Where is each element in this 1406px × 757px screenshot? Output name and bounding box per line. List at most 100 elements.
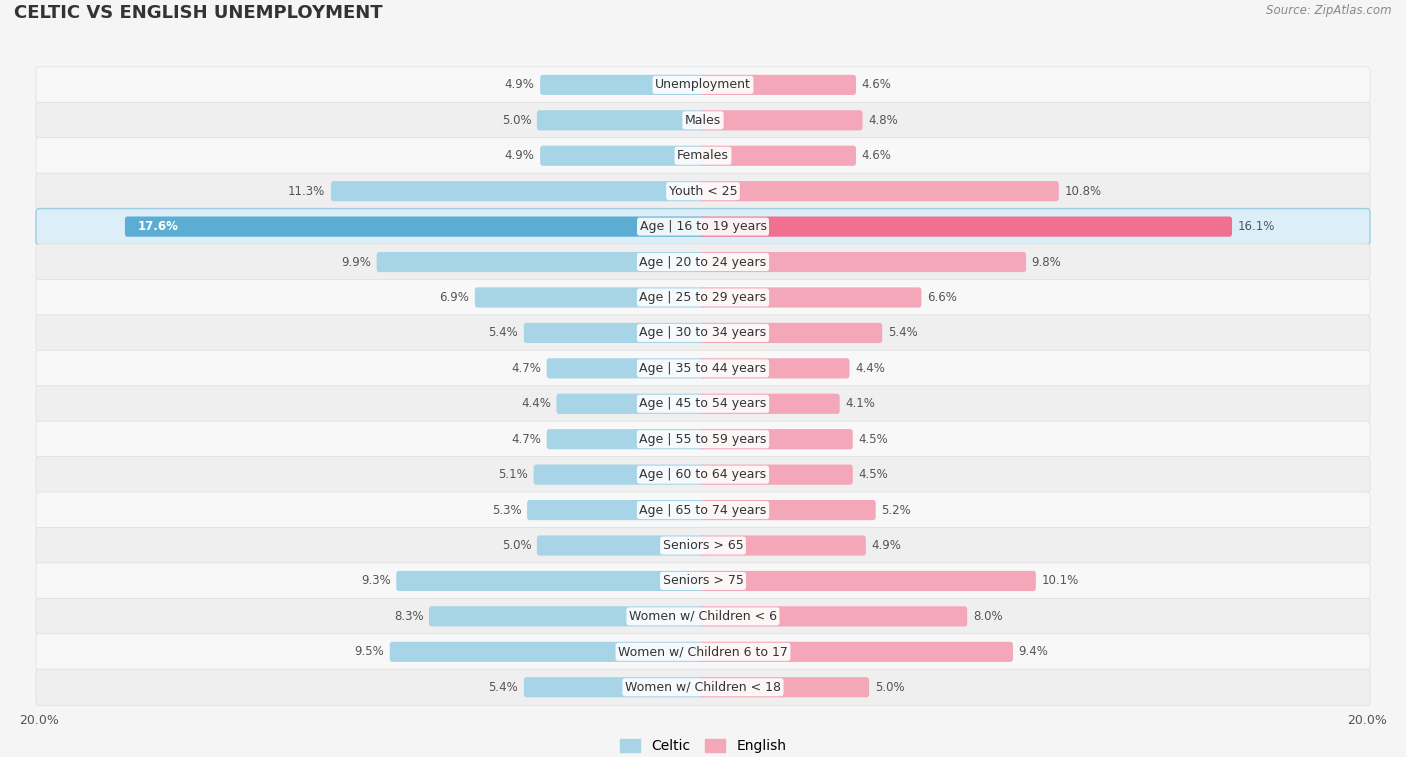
FancyBboxPatch shape bbox=[37, 386, 1369, 422]
Text: CELTIC VS ENGLISH UNEMPLOYMENT: CELTIC VS ENGLISH UNEMPLOYMENT bbox=[14, 4, 382, 22]
FancyBboxPatch shape bbox=[700, 678, 869, 697]
FancyBboxPatch shape bbox=[700, 111, 862, 130]
FancyBboxPatch shape bbox=[700, 465, 853, 484]
Text: 9.4%: 9.4% bbox=[1018, 645, 1049, 659]
Text: Males: Males bbox=[685, 114, 721, 127]
Text: 4.9%: 4.9% bbox=[872, 539, 901, 552]
Text: 4.7%: 4.7% bbox=[512, 433, 541, 446]
FancyBboxPatch shape bbox=[540, 145, 706, 166]
Text: 11.3%: 11.3% bbox=[288, 185, 325, 198]
Text: 6.6%: 6.6% bbox=[927, 291, 957, 304]
FancyBboxPatch shape bbox=[37, 102, 1369, 139]
Text: 5.4%: 5.4% bbox=[488, 326, 519, 339]
Text: 20.0%: 20.0% bbox=[20, 714, 59, 727]
Text: 10.1%: 10.1% bbox=[1042, 575, 1078, 587]
Text: 5.3%: 5.3% bbox=[492, 503, 522, 516]
Text: 9.5%: 9.5% bbox=[354, 645, 384, 659]
FancyBboxPatch shape bbox=[700, 181, 1059, 201]
Text: 5.1%: 5.1% bbox=[498, 468, 529, 481]
Text: Age | 16 to 19 years: Age | 16 to 19 years bbox=[640, 220, 766, 233]
Text: 4.9%: 4.9% bbox=[505, 79, 534, 92]
FancyBboxPatch shape bbox=[547, 429, 706, 450]
Legend: Celtic, English: Celtic, English bbox=[614, 734, 792, 757]
FancyBboxPatch shape bbox=[37, 208, 1369, 245]
FancyBboxPatch shape bbox=[389, 642, 706, 662]
FancyBboxPatch shape bbox=[37, 528, 1369, 564]
FancyBboxPatch shape bbox=[37, 350, 1369, 386]
Text: Women w/ Children 6 to 17: Women w/ Children 6 to 17 bbox=[619, 645, 787, 659]
FancyBboxPatch shape bbox=[330, 181, 706, 201]
FancyBboxPatch shape bbox=[37, 563, 1369, 599]
FancyBboxPatch shape bbox=[700, 217, 1232, 237]
Text: 9.9%: 9.9% bbox=[342, 256, 371, 269]
FancyBboxPatch shape bbox=[534, 465, 706, 484]
FancyBboxPatch shape bbox=[700, 642, 1012, 662]
FancyBboxPatch shape bbox=[537, 111, 706, 130]
FancyBboxPatch shape bbox=[475, 288, 706, 307]
Text: 17.6%: 17.6% bbox=[138, 220, 179, 233]
Text: Seniors > 65: Seniors > 65 bbox=[662, 539, 744, 552]
Text: Seniors > 75: Seniors > 75 bbox=[662, 575, 744, 587]
Text: Women w/ Children < 18: Women w/ Children < 18 bbox=[626, 681, 780, 693]
FancyBboxPatch shape bbox=[700, 535, 866, 556]
FancyBboxPatch shape bbox=[377, 252, 706, 273]
Text: Age | 60 to 64 years: Age | 60 to 64 years bbox=[640, 468, 766, 481]
Text: Age | 30 to 34 years: Age | 30 to 34 years bbox=[640, 326, 766, 339]
FancyBboxPatch shape bbox=[429, 606, 706, 627]
FancyBboxPatch shape bbox=[527, 500, 706, 520]
FancyBboxPatch shape bbox=[37, 138, 1369, 174]
FancyBboxPatch shape bbox=[540, 75, 706, 95]
FancyBboxPatch shape bbox=[700, 571, 1036, 591]
FancyBboxPatch shape bbox=[37, 421, 1369, 457]
Text: Females: Females bbox=[678, 149, 728, 162]
Text: 8.3%: 8.3% bbox=[394, 610, 423, 623]
FancyBboxPatch shape bbox=[37, 492, 1369, 528]
Text: 20.0%: 20.0% bbox=[1347, 714, 1386, 727]
Text: 4.5%: 4.5% bbox=[858, 433, 889, 446]
FancyBboxPatch shape bbox=[700, 252, 1026, 273]
FancyBboxPatch shape bbox=[37, 67, 1369, 103]
Text: Age | 20 to 24 years: Age | 20 to 24 years bbox=[640, 256, 766, 269]
Text: 4.6%: 4.6% bbox=[862, 79, 891, 92]
Text: Age | 45 to 54 years: Age | 45 to 54 years bbox=[640, 397, 766, 410]
FancyBboxPatch shape bbox=[37, 634, 1369, 670]
FancyBboxPatch shape bbox=[700, 358, 849, 378]
FancyBboxPatch shape bbox=[37, 669, 1369, 706]
Text: 5.2%: 5.2% bbox=[882, 503, 911, 516]
FancyBboxPatch shape bbox=[700, 75, 856, 95]
FancyBboxPatch shape bbox=[396, 571, 706, 591]
Text: Unemployment: Unemployment bbox=[655, 79, 751, 92]
Text: 5.4%: 5.4% bbox=[488, 681, 519, 693]
FancyBboxPatch shape bbox=[37, 598, 1369, 634]
Text: 5.4%: 5.4% bbox=[887, 326, 918, 339]
Text: 4.4%: 4.4% bbox=[855, 362, 884, 375]
Text: 4.6%: 4.6% bbox=[862, 149, 891, 162]
FancyBboxPatch shape bbox=[37, 173, 1369, 209]
Text: 4.4%: 4.4% bbox=[522, 397, 551, 410]
FancyBboxPatch shape bbox=[524, 678, 706, 697]
FancyBboxPatch shape bbox=[700, 322, 882, 343]
Text: Age | 35 to 44 years: Age | 35 to 44 years bbox=[640, 362, 766, 375]
FancyBboxPatch shape bbox=[557, 394, 706, 414]
FancyBboxPatch shape bbox=[125, 217, 706, 237]
FancyBboxPatch shape bbox=[700, 606, 967, 627]
Text: Age | 65 to 74 years: Age | 65 to 74 years bbox=[640, 503, 766, 516]
FancyBboxPatch shape bbox=[37, 279, 1369, 316]
Text: 6.9%: 6.9% bbox=[439, 291, 470, 304]
FancyBboxPatch shape bbox=[547, 358, 706, 378]
FancyBboxPatch shape bbox=[700, 288, 921, 307]
Text: Youth < 25: Youth < 25 bbox=[669, 185, 737, 198]
FancyBboxPatch shape bbox=[537, 535, 706, 556]
Text: 9.8%: 9.8% bbox=[1032, 256, 1062, 269]
Text: 8.0%: 8.0% bbox=[973, 610, 1002, 623]
FancyBboxPatch shape bbox=[37, 315, 1369, 351]
Text: 5.0%: 5.0% bbox=[502, 114, 531, 127]
FancyBboxPatch shape bbox=[37, 244, 1369, 280]
FancyBboxPatch shape bbox=[700, 394, 839, 414]
Text: 5.0%: 5.0% bbox=[875, 681, 904, 693]
Text: 10.8%: 10.8% bbox=[1064, 185, 1101, 198]
Text: 4.8%: 4.8% bbox=[868, 114, 898, 127]
Text: Age | 25 to 29 years: Age | 25 to 29 years bbox=[640, 291, 766, 304]
Text: 4.7%: 4.7% bbox=[512, 362, 541, 375]
Text: 4.5%: 4.5% bbox=[858, 468, 889, 481]
